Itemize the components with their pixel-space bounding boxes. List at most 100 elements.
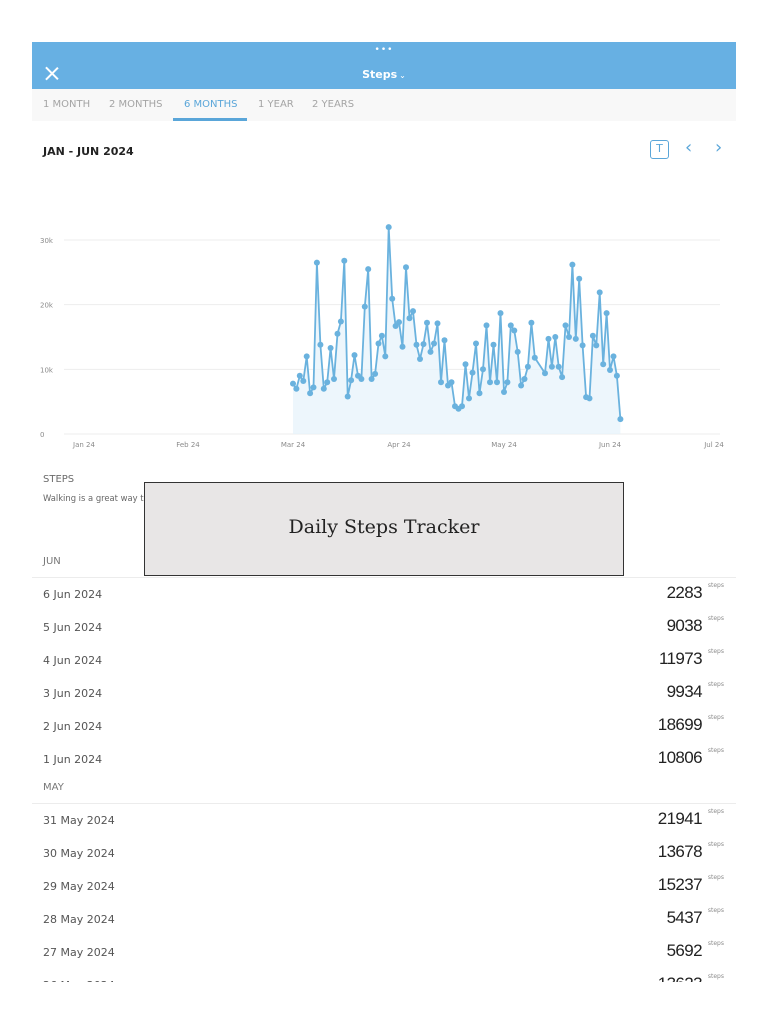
data-point[interactable] — [466, 395, 472, 402]
data-point[interactable] — [593, 342, 600, 349]
list-item[interactable]: 3 Jun 2024 9934 steps — [32, 677, 736, 710]
data-point[interactable] — [317, 341, 324, 348]
data-point[interactable] — [480, 366, 486, 373]
data-point[interactable] — [372, 370, 379, 377]
data-point[interactable] — [521, 376, 528, 382]
data-point[interactable] — [375, 340, 382, 347]
data-point[interactable] — [576, 275, 583, 282]
data-point[interactable] — [410, 308, 416, 315]
data-point[interactable] — [603, 310, 610, 317]
data-point[interactable] — [324, 379, 331, 386]
data-point[interactable] — [600, 361, 607, 368]
data-point[interactable] — [559, 374, 566, 381]
data-point[interactable] — [586, 395, 593, 402]
data-point[interactable] — [368, 376, 375, 382]
data-point[interactable] — [589, 332, 596, 339]
data-point[interactable] — [392, 323, 399, 329]
data-point[interactable] — [528, 319, 535, 326]
data-point[interactable] — [569, 261, 576, 268]
data-point[interactable] — [524, 363, 531, 370]
data-point[interactable] — [358, 376, 365, 382]
data-point[interactable] — [497, 310, 504, 317]
data-point[interactable] — [385, 224, 392, 231]
data-point[interactable] — [399, 343, 406, 350]
list-item[interactable]: 1 Jun 2024 10806 steps — [32, 743, 736, 776]
tab-2-years[interactable]: 2 YEARS — [312, 99, 355, 110]
data-point[interactable] — [511, 327, 518, 334]
data-point[interactable] — [579, 342, 586, 349]
data-point[interactable] — [300, 378, 307, 384]
data-point[interactable] — [351, 352, 358, 359]
data-point[interactable] — [596, 289, 603, 296]
data-point[interactable] — [310, 384, 317, 391]
data-point[interactable] — [331, 376, 337, 382]
data-point[interactable] — [438, 379, 444, 386]
data-point[interactable] — [552, 334, 559, 340]
data-point[interactable] — [320, 385, 327, 392]
data-point[interactable] — [403, 264, 409, 271]
list-item[interactable]: 5 Jun 2024 9038 steps — [32, 611, 736, 644]
data-point[interactable] — [396, 319, 402, 326]
list-item[interactable]: 6 Jun 2024 2283 steps — [32, 578, 736, 611]
toggle-button[interactable]: T — [650, 140, 669, 159]
data-point[interactable] — [348, 377, 355, 384]
data-point[interactable] — [313, 259, 320, 266]
data-point[interactable] — [542, 370, 548, 377]
metric-selector[interactable]: Steps ⌄ — [32, 68, 736, 81]
list-item[interactable]: 2 Jun 2024 18699 steps — [32, 710, 736, 743]
data-point[interactable] — [531, 354, 538, 361]
data-point[interactable] — [361, 303, 368, 310]
data-point[interactable] — [514, 348, 521, 355]
data-point[interactable] — [607, 367, 613, 373]
chevron-right-icon[interactable]: › — [715, 137, 723, 158]
tab-2-months[interactable]: 2 MONTHS — [109, 99, 163, 110]
tab-1-month[interactable]: 1 MONTH — [43, 99, 91, 110]
data-point[interactable] — [507, 322, 514, 329]
data-point[interactable] — [296, 372, 303, 379]
data-point[interactable] — [365, 266, 372, 273]
data-point[interactable] — [434, 320, 441, 327]
data-point[interactable] — [476, 390, 483, 397]
data-point[interactable] — [427, 348, 434, 355]
list-item[interactable]: 4 Jun 2024 11973 steps — [32, 644, 736, 677]
data-point[interactable] — [431, 340, 437, 347]
data-point[interactable] — [473, 340, 479, 347]
data-point[interactable] — [307, 390, 314, 397]
data-point[interactable] — [417, 356, 423, 362]
data-point[interactable] — [469, 369, 476, 376]
list-item[interactable]: 26 May 2024 13623 steps — [32, 969, 736, 982]
data-point[interactable] — [341, 257, 348, 264]
data-point[interactable] — [494, 379, 500, 386]
data-point[interactable] — [548, 363, 555, 370]
chevron-left-icon[interactable]: ‹ — [685, 137, 693, 158]
list-item[interactable]: 31 May 2024 21941 steps — [32, 804, 736, 837]
tab-1-year[interactable]: 1 YEAR — [258, 99, 294, 110]
data-point[interactable] — [378, 332, 385, 339]
data-point[interactable] — [290, 380, 296, 387]
data-point[interactable] — [441, 337, 448, 344]
data-point[interactable] — [424, 319, 430, 326]
data-point[interactable] — [610, 353, 617, 360]
data-point[interactable] — [613, 372, 620, 379]
data-point[interactable] — [572, 335, 579, 342]
data-point[interactable] — [448, 379, 455, 386]
list-item[interactable]: 29 May 2024 15237 steps — [32, 870, 736, 903]
data-point[interactable] — [344, 393, 351, 400]
data-point[interactable] — [389, 295, 396, 302]
list-item[interactable]: 27 May 2024 5692 steps — [32, 936, 736, 969]
data-point[interactable] — [327, 345, 334, 351]
data-point[interactable] — [617, 416, 624, 423]
data-point[interactable] — [459, 403, 465, 410]
tab-6-months[interactable]: 6 MONTHS — [184, 99, 238, 110]
data-point[interactable] — [293, 385, 300, 392]
data-point[interactable] — [555, 363, 562, 370]
data-point[interactable] — [504, 379, 511, 386]
data-point[interactable] — [501, 389, 507, 395]
data-point[interactable] — [562, 322, 569, 329]
list-item[interactable]: 28 May 2024 5437 steps — [32, 903, 736, 936]
drag-handle[interactable]: ••• — [374, 45, 394, 55]
data-point[interactable] — [566, 334, 572, 340]
data-point[interactable] — [413, 341, 420, 348]
data-point[interactable] — [420, 341, 427, 348]
data-point[interactable] — [483, 322, 490, 329]
